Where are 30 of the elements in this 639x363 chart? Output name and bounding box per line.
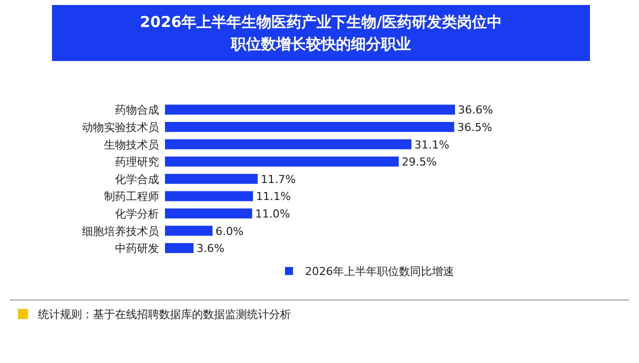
data-label: 6.0% bbox=[216, 224, 244, 238]
bar bbox=[165, 243, 194, 254]
data-label: 3.6% bbox=[196, 242, 224, 256]
data-label: 11.1% bbox=[256, 190, 291, 204]
data-label: 11.7% bbox=[260, 172, 296, 186]
data-label: 36.5% bbox=[457, 120, 492, 134]
y-tick-label: 生物技术员 bbox=[104, 138, 159, 152]
bar bbox=[165, 208, 252, 218]
y-tick-label: 动物实验技术员 bbox=[82, 120, 159, 134]
bar bbox=[165, 139, 412, 150]
data-label: 36.6% bbox=[458, 104, 493, 117]
legend-label: 2026年上半年职位数同比增速 bbox=[305, 265, 454, 278]
text: 统计规则：基于在线招聘数据库的数据监测统计分析 bbox=[38, 308, 291, 321]
bar bbox=[165, 226, 213, 236]
bar bbox=[165, 174, 258, 184]
y-tick-label: 化学分析 bbox=[115, 207, 159, 220]
y-tick-label: 化学合成 bbox=[115, 172, 159, 186]
data-label: 11.0% bbox=[255, 207, 290, 220]
bar bbox=[165, 104, 455, 115]
bar bbox=[165, 156, 399, 167]
y-tick-label: 药理研究 bbox=[115, 156, 159, 169]
y-tick-label: 药物合成 bbox=[115, 104, 159, 117]
chart-title: 2026年上半年生物医药产业下生物/医药研发类岗位中职位数增长较快的细分职业 bbox=[140, 13, 502, 53]
bar bbox=[165, 122, 454, 132]
y-tick-label: 细胞培养技术员 bbox=[82, 224, 159, 238]
y-tick-label: 制药工程师 bbox=[104, 190, 159, 204]
bar bbox=[165, 191, 253, 202]
data-label: 29.5% bbox=[402, 156, 437, 169]
data-label: 31.1% bbox=[414, 138, 450, 152]
y-tick-label: 中药研发 bbox=[115, 242, 159, 256]
